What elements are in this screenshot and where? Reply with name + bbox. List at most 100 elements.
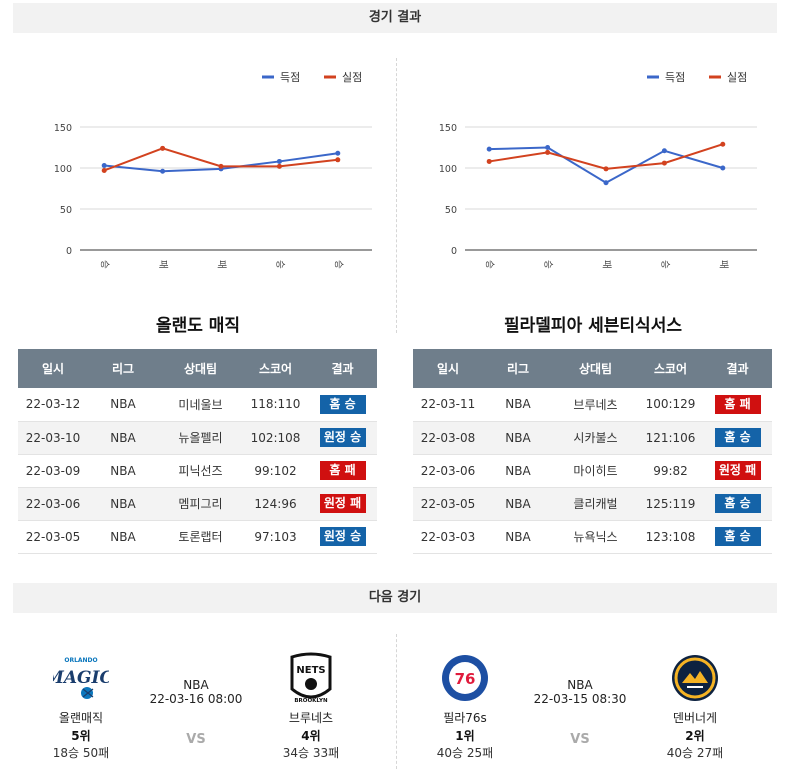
header-date: 일시 <box>18 349 88 388</box>
team-name: 올랜매직 <box>58 711 104 725</box>
table-row: 22-03-10 NBA 뉴올펠리 102:108 원정 승 <box>18 421 377 455</box>
game-league: NBA <box>483 487 553 521</box>
orlando-recent-games-table: 일시 리그 상대팀 스코어 결과 22-03-12 NBA 미네울브 118:110 홈… <box>18 349 377 554</box>
table-row: 22-03-12 NBA 미네울브 118:110 홈 승 <box>18 388 377 422</box>
denver-nuggets-logo <box>667 650 723 706</box>
data-point <box>218 163 224 169</box>
result-badge: 원정 패 <box>319 494 366 513</box>
data-point <box>335 157 341 163</box>
x-tick-label: 승 <box>332 260 343 269</box>
game-result: 홈 승 <box>703 487 772 521</box>
game-league: NBA <box>483 454 553 488</box>
away-team-brooklyn[interactable]: NETS BROOKLYN 브루네츠 4위 34승 33패 <box>266 650 356 761</box>
game-opponent: 피닉선즈 <box>158 454 243 488</box>
header-score: 스코어 <box>243 349 308 388</box>
game-score: 97:103 <box>243 520 308 554</box>
data-point <box>545 149 551 155</box>
header-league: 리그 <box>483 349 553 388</box>
team-record: 18승 50패 <box>52 746 110 760</box>
game-opponent: 뉴욕닉스 <box>553 520 638 554</box>
game-opponent: 시카불스 <box>553 421 638 455</box>
team-name: 필라76s <box>443 711 487 725</box>
match-info: NBA 22-03-15 08:30 VS <box>520 678 640 747</box>
result-badge: 원정 승 <box>319 527 366 546</box>
match-league: NBA <box>567 678 593 692</box>
series-line-scored <box>489 146 724 184</box>
home-team-philadelphia[interactable]: 76 필라76s 1위 40승 25패 <box>420 650 510 761</box>
data-point <box>101 167 107 173</box>
chart-legend: 득점 실점 <box>647 71 747 84</box>
game-opponent: 마이히트 <box>553 454 638 488</box>
result-badge: 홈 승 <box>714 527 761 546</box>
result-badge: 홈 승 <box>714 494 761 513</box>
results-section-title: 경기 결과 <box>368 10 422 25</box>
table-row: 22-03-05 NBA 클리캐벌 125:119 홈 승 <box>413 487 772 521</box>
team-rank: 4위 <box>301 729 321 743</box>
table-header-row: 일시 리그 상대팀 스코어 결과 <box>18 349 377 388</box>
data-point <box>720 141 726 147</box>
x-tick-label: 승 <box>659 260 670 269</box>
x-tick-label: 패 <box>157 260 168 269</box>
game-result: 홈 승 <box>703 520 772 554</box>
y-tick-label: 0 <box>66 246 72 257</box>
game-score: 123:108 <box>638 520 703 554</box>
game-date: 22-03-10 <box>18 421 88 455</box>
data-point <box>101 163 107 169</box>
game-date: 22-03-06 <box>18 487 88 521</box>
game-result: 홈 패 <box>308 454 377 488</box>
column-divider <box>396 634 397 769</box>
table-row: 22-03-08 NBA 시카불스 121:106 홈 승 <box>413 421 772 455</box>
game-score: 121:106 <box>638 421 703 455</box>
team-rank: 1위 <box>455 729 475 743</box>
logo-text-bottom: BROOKLYN <box>294 698 328 704</box>
header-result: 결과 <box>308 349 377 388</box>
result-badge: 원정 패 <box>714 461 761 480</box>
table-row: 22-03-05 NBA 토론랩터 97:103 원정 승 <box>18 520 377 554</box>
brooklyn-nets-logo: NETS BROOKLYN <box>283 650 339 706</box>
game-result: 홈 승 <box>308 388 377 422</box>
table-row: 22-03-06 NBA 마이히트 99:82 원정 패 <box>413 454 772 488</box>
data-point <box>603 166 609 172</box>
logo-text-main: 76 <box>455 670 476 688</box>
data-point <box>486 158 492 164</box>
result-badge: 홈 패 <box>319 461 366 480</box>
result-badge: 홈 패 <box>714 394 761 414</box>
header-score: 스코어 <box>638 349 703 388</box>
match-info: NBA 22-03-16 08:00 VS <box>136 678 256 747</box>
team-name: 덴버너게 <box>672 711 718 725</box>
next-match-orlando-brooklyn: ORLANDO MAGIC 올랜매직 5위 18승 50패 NBA 22-03-… <box>18 650 388 760</box>
results-section-header: 경기 결과 <box>13 3 777 33</box>
data-point <box>276 163 282 169</box>
game-result: 홈 패 <box>703 388 772 422</box>
game-score: 125:119 <box>638 487 703 521</box>
game-opponent: 브루네츠 <box>553 388 638 422</box>
philadelphia-recent-games-table: 일시 리그 상대팀 스코어 결과 22-03-11 NBA 브루네츠 100:129 홈… <box>413 349 772 554</box>
game-league: NBA <box>483 421 553 455</box>
game-opponent: 클리캐벌 <box>553 487 638 521</box>
table-header-row: 일시 리그 상대팀 스코어 결과 <box>413 349 772 388</box>
orlando-score-chart: 득점 실점 0 50 100 150 승 패 패 승 승 <box>20 60 390 285</box>
data-point <box>276 158 282 164</box>
game-date: 22-03-11 <box>413 388 483 422</box>
x-tick-label: 패 <box>216 260 227 269</box>
header-result: 결과 <box>703 349 772 388</box>
game-date: 22-03-12 <box>18 388 88 422</box>
data-point <box>603 180 609 186</box>
away-team-denver[interactable]: 덴버너게 2위 40승 27패 <box>650 650 740 761</box>
game-score: 100:129 <box>638 388 703 422</box>
table-row: 22-03-03 NBA 뉴욕닉스 123:108 홈 승 <box>413 520 772 554</box>
game-score: 102:108 <box>243 421 308 455</box>
table-row: 22-03-09 NBA 피닉선즈 99:102 홈 패 <box>18 454 377 488</box>
header-opponent: 상대팀 <box>158 349 243 388</box>
game-score: 99:102 <box>243 454 308 488</box>
match-datetime: 22-03-16 08:00 <box>149 692 243 706</box>
data-point <box>545 145 551 150</box>
team-rank: 2위 <box>685 729 705 743</box>
vs-label: VS <box>570 732 590 747</box>
y-tick-label: 50 <box>445 205 457 216</box>
chart-legend: 득점 실점 <box>262 71 362 84</box>
game-opponent: 토론랩터 <box>158 520 243 554</box>
home-team-orlando[interactable]: ORLANDO MAGIC 올랜매직 5위 18승 50패 <box>36 650 126 761</box>
data-point <box>335 150 341 156</box>
game-league: NBA <box>483 388 553 422</box>
